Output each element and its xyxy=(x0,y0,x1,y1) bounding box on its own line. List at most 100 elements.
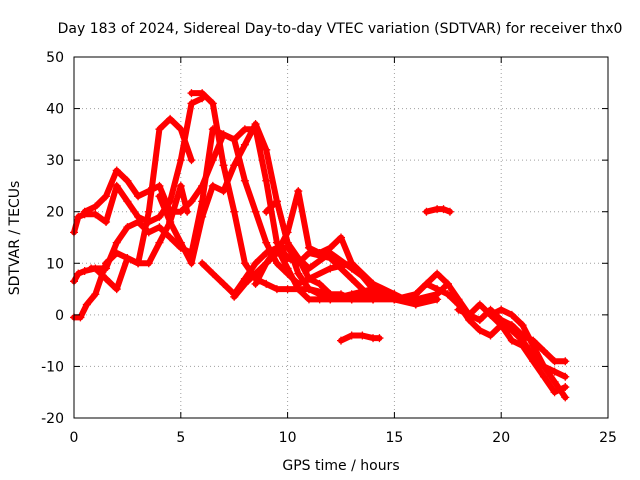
data-point xyxy=(91,290,100,299)
data-point xyxy=(240,259,249,268)
data-point xyxy=(439,205,448,214)
series-track-n xyxy=(422,205,454,216)
data-point xyxy=(176,207,185,216)
data-point xyxy=(166,114,175,123)
data-point xyxy=(208,181,217,190)
data-point xyxy=(539,346,548,355)
data-point xyxy=(187,99,196,108)
data-point xyxy=(240,176,249,185)
data-point xyxy=(112,181,121,190)
y-tick-label: 50 xyxy=(46,50,64,66)
y-tick-label: 30 xyxy=(46,153,64,169)
data-point xyxy=(74,212,83,221)
data-point xyxy=(347,274,356,283)
data-point xyxy=(465,310,474,319)
data-point xyxy=(475,300,484,309)
data-point xyxy=(561,393,570,402)
data-point xyxy=(518,341,527,350)
axis-ticks xyxy=(73,56,609,419)
data-point xyxy=(251,259,260,268)
data-point xyxy=(198,212,207,221)
data-point xyxy=(507,336,516,345)
data-point xyxy=(134,259,143,268)
data-point xyxy=(91,210,100,219)
data-point xyxy=(272,243,281,252)
data-point xyxy=(539,362,548,371)
data-point xyxy=(294,285,303,294)
data-point xyxy=(155,181,164,190)
data-point xyxy=(326,295,335,304)
data-point xyxy=(208,269,217,278)
data-point xyxy=(82,300,91,309)
data-point xyxy=(155,192,164,201)
data-point xyxy=(390,295,399,304)
data-point xyxy=(80,207,89,216)
data-point xyxy=(550,357,559,366)
series-track-l xyxy=(337,331,384,345)
data-point xyxy=(337,233,345,242)
x-tick-label: 5 xyxy=(176,430,185,446)
data-point xyxy=(337,336,345,345)
data-point xyxy=(262,279,271,288)
data-point xyxy=(187,259,196,268)
x-tick-label: 20 xyxy=(492,430,510,446)
data-point xyxy=(433,269,442,278)
y-tick-label: -20 xyxy=(41,411,64,427)
data-point xyxy=(134,218,143,227)
data-point xyxy=(166,218,175,227)
data-point xyxy=(315,279,324,288)
data-point xyxy=(304,295,313,304)
data-point xyxy=(208,99,217,108)
data-point xyxy=(262,238,271,247)
data-series xyxy=(70,89,570,402)
chart-title: Day 183 of 2024, Sidereal Day-to-day VTE… xyxy=(58,21,623,37)
data-point xyxy=(187,89,196,98)
data-point xyxy=(283,264,292,273)
data-point xyxy=(251,207,260,216)
data-point xyxy=(347,295,356,304)
data-point xyxy=(347,259,356,268)
data-point xyxy=(176,125,185,134)
y-tick-label: 10 xyxy=(46,256,64,272)
data-point xyxy=(112,238,121,247)
data-point xyxy=(262,259,271,268)
data-point xyxy=(529,357,538,366)
data-point xyxy=(219,161,228,170)
data-point xyxy=(304,264,313,273)
data-point xyxy=(230,207,239,216)
data-point xyxy=(539,372,548,381)
data-point xyxy=(486,331,495,340)
series-trace xyxy=(402,270,569,365)
series-track-i xyxy=(230,187,442,309)
data-point xyxy=(561,383,570,392)
data-point xyxy=(176,238,185,247)
data-point xyxy=(411,290,420,299)
tick-labels: 0 5 10 15 20 25 -20 -10 0 10 20 30 40 50 xyxy=(41,50,617,446)
y-tick-label: 40 xyxy=(46,102,64,118)
data-point xyxy=(443,290,452,299)
y-tick-label: 0 xyxy=(55,308,64,324)
data-point xyxy=(529,341,538,350)
data-point xyxy=(445,207,454,216)
data-point xyxy=(326,243,335,252)
data-point xyxy=(272,197,281,206)
series-track-g xyxy=(187,89,399,304)
data-point xyxy=(422,279,431,288)
data-point xyxy=(304,285,313,294)
data-point xyxy=(102,264,111,273)
data-point xyxy=(283,285,292,294)
series-track-j xyxy=(251,243,452,304)
data-point xyxy=(422,207,431,216)
data-point xyxy=(144,259,153,268)
data-point xyxy=(91,202,100,211)
data-point xyxy=(475,316,484,325)
data-point xyxy=(155,223,164,232)
data-point xyxy=(486,310,495,319)
data-point xyxy=(443,279,452,288)
data-point xyxy=(294,269,303,278)
data-point xyxy=(401,295,410,304)
series-trace xyxy=(81,126,376,303)
data-point xyxy=(155,125,164,134)
data-point xyxy=(304,274,313,283)
data-point xyxy=(187,197,196,206)
